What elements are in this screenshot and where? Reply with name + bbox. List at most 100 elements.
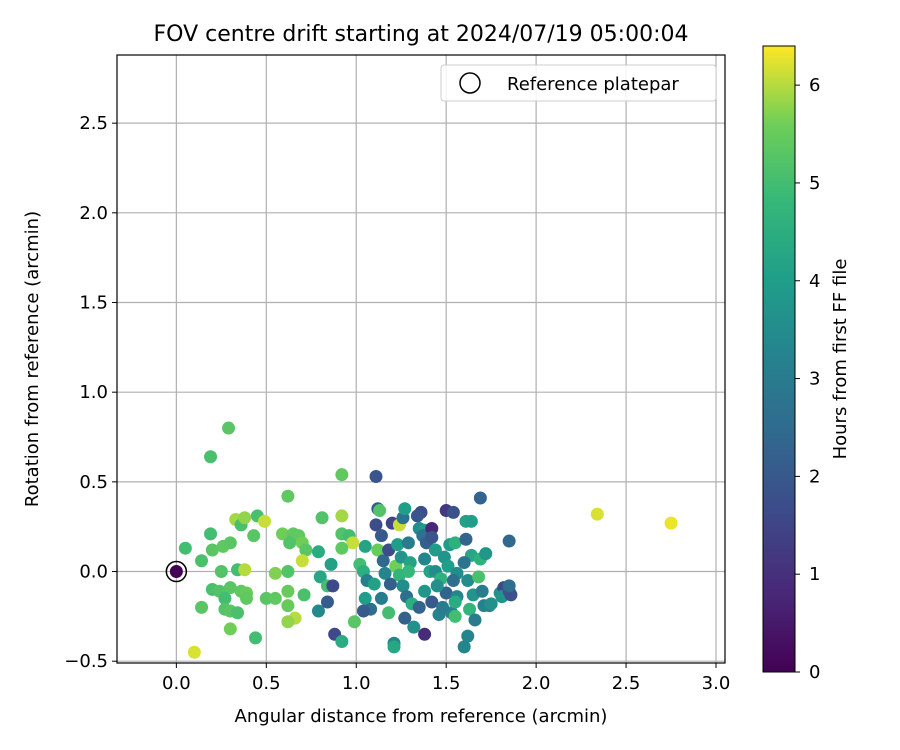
- data-point: [347, 615, 361, 629]
- data-point: [238, 511, 252, 525]
- legend-marker-icon: [459, 72, 481, 94]
- y-tick-label: 2.5: [79, 113, 108, 134]
- data-point: [311, 604, 325, 618]
- data-point: [169, 565, 183, 579]
- data-point: [258, 514, 272, 528]
- data-point: [418, 552, 432, 566]
- data-point: [448, 595, 462, 609]
- data-point: [374, 529, 388, 543]
- data-point: [502, 534, 516, 548]
- data-point: [281, 565, 295, 579]
- data-point: [448, 609, 462, 623]
- data-point: [315, 511, 329, 525]
- legend-box: [440, 64, 717, 102]
- colorbar-tick-label: 6: [809, 75, 820, 96]
- data-point: [335, 541, 349, 555]
- data-point: [335, 634, 349, 648]
- data-point: [240, 591, 254, 605]
- y-axis-ticks: −0.5 0.0 0.5 1.0 1.5 2.0 2.5: [64, 113, 117, 672]
- y-axis-label: Rotation from reference (arcmin): [22, 211, 43, 507]
- data-point: [356, 604, 370, 618]
- data-point: [313, 570, 327, 584]
- data-point: [268, 566, 282, 580]
- data-point: [187, 645, 201, 659]
- data-point: [222, 421, 236, 435]
- data-point: [283, 536, 297, 550]
- data-point: [223, 622, 237, 636]
- data-point: [259, 591, 273, 605]
- data-point: [425, 595, 439, 609]
- data-point: [464, 514, 478, 528]
- data-point: [275, 527, 289, 541]
- data-point: [461, 573, 475, 587]
- x-tick-label: 3.0: [702, 673, 731, 694]
- x-tick-label: 1.5: [432, 673, 461, 694]
- data-point: [247, 529, 261, 543]
- data-point: [439, 586, 453, 600]
- data-point: [472, 570, 486, 584]
- data-point: [398, 502, 412, 516]
- data-point: [223, 581, 237, 595]
- data-point: [369, 469, 383, 483]
- data-point: [358, 591, 372, 605]
- data-point: [391, 538, 405, 552]
- colorbar-tick-label: 5: [809, 173, 820, 194]
- data-point: [479, 547, 493, 561]
- data-point: [358, 539, 372, 553]
- data-point: [436, 600, 450, 614]
- reference-marker: [165, 560, 188, 583]
- data-point: [473, 491, 487, 505]
- chart-title: FOV centre drift starting at 2024/07/19 …: [154, 22, 689, 47]
- data-point: [461, 629, 475, 643]
- data-point: [311, 545, 325, 559]
- data-point: [326, 579, 340, 593]
- scatter-points: [169, 421, 678, 659]
- data-point: [295, 554, 309, 568]
- x-tick-label: 0.5: [252, 673, 281, 694]
- data-point: [664, 516, 678, 530]
- y-tick-label: 0.5: [79, 472, 108, 493]
- data-point: [441, 559, 455, 573]
- colorbar-tick-label: 3: [809, 369, 820, 390]
- data-point: [383, 577, 397, 591]
- data-point: [410, 509, 424, 523]
- data-point: [214, 565, 228, 579]
- reference-platepar-marker: [165, 560, 188, 583]
- data-point: [382, 606, 396, 620]
- data-point: [231, 606, 245, 620]
- data-point: [459, 532, 473, 546]
- data-point: [457, 556, 471, 570]
- data-point: [335, 509, 349, 523]
- data-point: [401, 536, 415, 550]
- data-point: [387, 640, 401, 654]
- data-point: [249, 631, 263, 645]
- data-point: [223, 536, 237, 550]
- data-point: [195, 554, 209, 568]
- data-point: [218, 591, 232, 605]
- colorbar-gradient: [762, 45, 796, 673]
- data-point: [430, 579, 444, 593]
- colorbar-tick-label: 2: [809, 466, 820, 487]
- data-point: [367, 577, 381, 591]
- data-point: [324, 557, 338, 571]
- data-point: [238, 563, 252, 577]
- data-point: [205, 543, 219, 557]
- x-axis-label: Angular distance from reference (arcmin): [235, 706, 608, 727]
- data-point: [297, 588, 311, 602]
- data-point: [457, 640, 471, 654]
- data-point: [204, 527, 218, 541]
- data-point: [475, 584, 489, 598]
- data-point: [463, 602, 477, 616]
- data-point: [412, 600, 426, 614]
- data-point: [374, 591, 388, 605]
- colorbar-tick-label: 0: [809, 662, 820, 683]
- data-point: [448, 536, 462, 550]
- data-point: [502, 579, 516, 593]
- data-point: [376, 554, 390, 568]
- data-point: [418, 584, 432, 598]
- legend-label: Reference platepar: [507, 74, 679, 95]
- data-point: [425, 521, 439, 535]
- x-tick-label: 1.0: [342, 673, 371, 694]
- data-point: [407, 620, 421, 634]
- colorbar-label: Hours from first FF file: [830, 259, 851, 460]
